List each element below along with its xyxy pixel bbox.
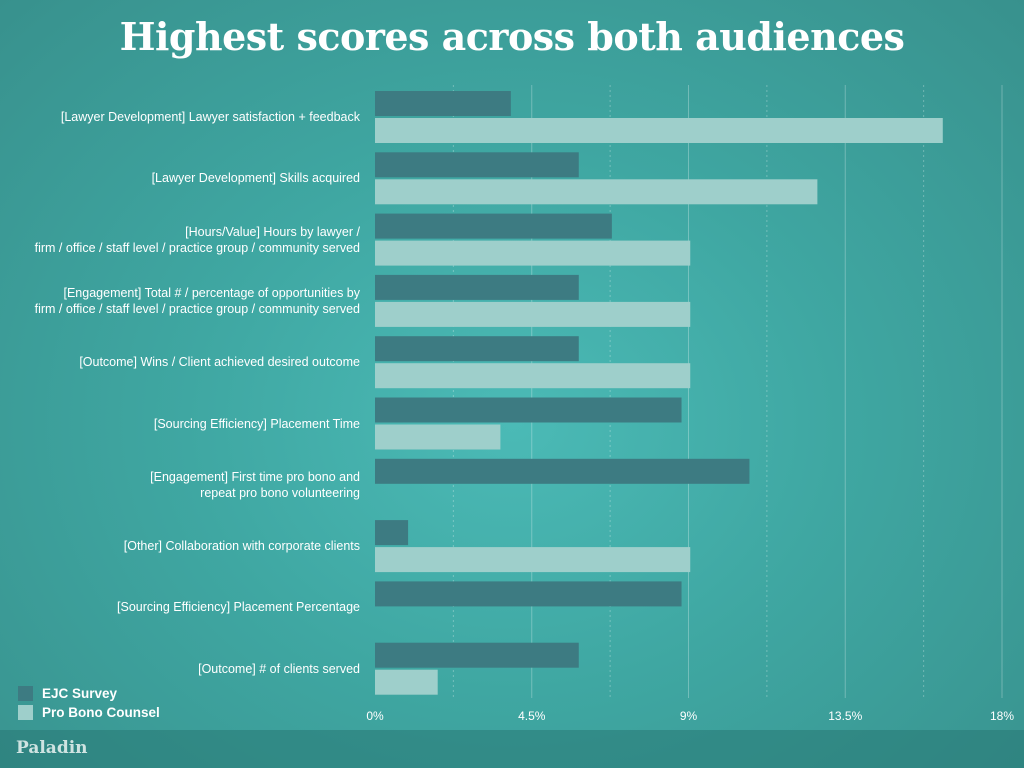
x-tick-label: 0% [366, 709, 384, 723]
category-label: [Sourcing Efficiency] Placement Time [153, 416, 360, 431]
bar-ejc-survey [375, 520, 409, 546]
category-label: [Other] Collaboration with corporate cli… [123, 539, 360, 554]
bar-ejc-survey [375, 581, 682, 607]
category-label: [Outcome] # of clients served [198, 661, 360, 676]
bar-ejc-survey [375, 274, 579, 300]
category-label: [Hours/Value] Hours by lawyer / firm / o… [34, 224, 360, 255]
bar-pro-bono-counsel [375, 240, 691, 266]
legend-item-ejc-survey: EJC Survey [18, 684, 160, 702]
category-label: [Lawyer Development] Lawyer satisfaction… [60, 110, 360, 124]
chart-title: Highest scores across both audiences [119, 14, 905, 59]
bar-layer [375, 91, 943, 695]
legend-swatch-pro-bono-counsel [18, 704, 33, 720]
bar-pro-bono-counsel [375, 118, 943, 143]
x-tick-label: 9% [680, 709, 698, 723]
category-label: [Lawyer Development] Skills acquired [151, 171, 360, 186]
bar-pro-bono-counsel [375, 424, 501, 450]
x-tick-label: 4.5% [518, 709, 546, 723]
bar-pro-bono-counsel [375, 301, 691, 327]
category-label: [Engagement] Total # / percentage of opp… [34, 285, 360, 316]
x-axis-ticks: 0% 4.5% 9% 13.5% 18% [366, 709, 1014, 723]
legend-label-ejc-survey: EJC Survey [42, 685, 118, 701]
bar-ejc-survey [375, 91, 511, 116]
bar-ejc-survey [375, 213, 612, 239]
bar-ejc-survey [375, 336, 579, 362]
footer-bar: Paladin [0, 730, 1024, 768]
bar-ejc-survey [375, 458, 750, 484]
category-label: [Sourcing Efficiency] Placement Percenta… [117, 600, 360, 615]
category-label: [Engagement] First time pro bono and rep… [150, 469, 360, 500]
bar-pro-bono-counsel [375, 547, 691, 573]
bar-ejc-survey [375, 642, 579, 668]
bar-pro-bono-counsel [375, 179, 818, 205]
legend-item-pro-bono-counsel: Pro Bono Counsel [18, 703, 160, 721]
brand-logo-text: Paladin [16, 738, 88, 758]
bar-pro-bono-counsel [375, 363, 691, 389]
category-label: [Outcome] Wins / Client achieved desired… [79, 355, 360, 370]
x-tick-label: 13.5% [828, 709, 862, 723]
legend-swatch-ejc-survey [18, 685, 33, 701]
legend-label-pro-bono-counsel: Pro Bono Counsel [42, 704, 160, 720]
x-tick-label: 18% [990, 709, 1014, 723]
bar-ejc-survey [375, 152, 579, 178]
bar-pro-bono-counsel [375, 669, 438, 695]
bar-ejc-survey [375, 397, 682, 423]
legend: EJC Survey Pro Bono Counsel [18, 684, 160, 722]
